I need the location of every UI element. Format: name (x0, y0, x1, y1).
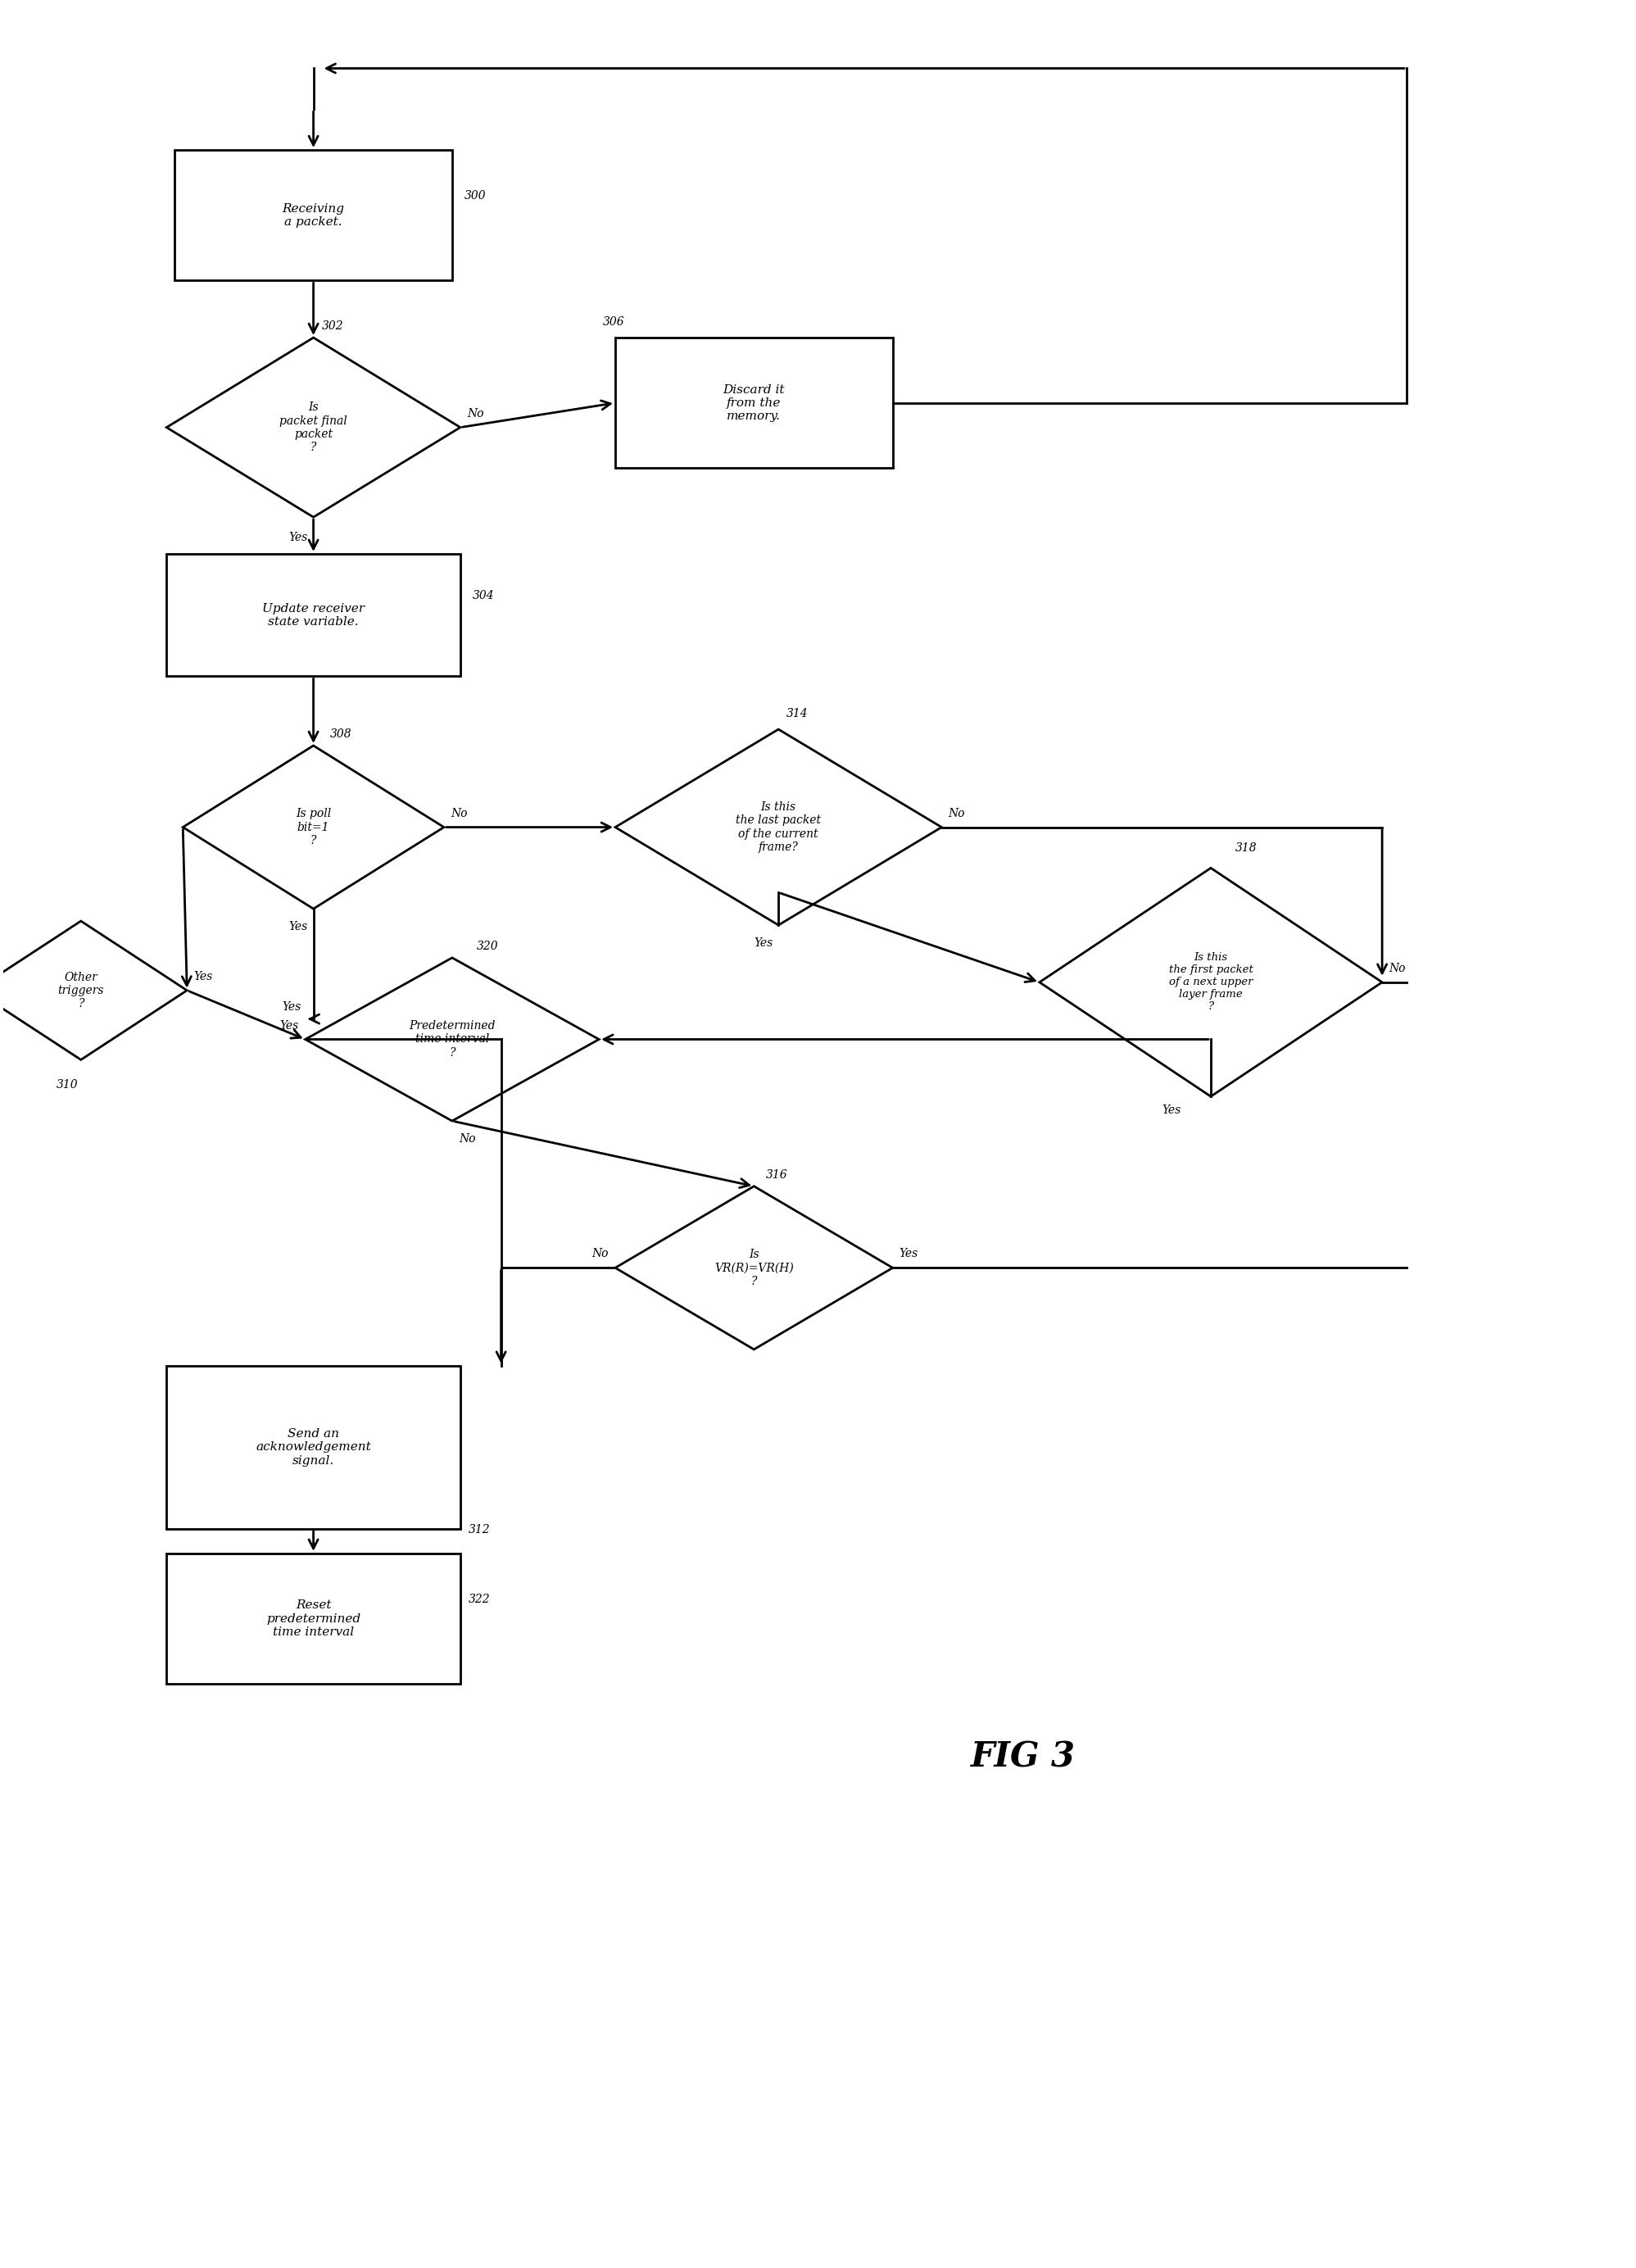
Text: Receiving
a packet.: Receiving a packet. (283, 202, 345, 227)
Text: Send an
acknowledgement
signal.: Send an acknowledgement signal. (255, 1429, 371, 1467)
Text: No: No (450, 807, 468, 819)
Text: Is
VR(R)=VR(H)
?: Is VR(R)=VR(H) ? (715, 1250, 793, 1286)
Polygon shape (615, 1186, 893, 1349)
Text: Update receiver
state variable.: Update receiver state variable. (262, 603, 365, 628)
Text: 312: 312 (468, 1524, 491, 1535)
Text: Discard it
from the
memory.: Discard it from the memory. (723, 383, 785, 422)
Text: 318: 318 (1235, 844, 1256, 855)
Text: Yes: Yes (193, 971, 213, 982)
Text: Yes: Yes (900, 1247, 918, 1259)
Text: 322: 322 (468, 1594, 491, 1606)
Text: No: No (949, 807, 965, 819)
Text: Is this
the last packet
of the current
frame?: Is this the last packet of the current f… (736, 801, 821, 853)
Text: Yes: Yes (1162, 1105, 1181, 1116)
Text: Yes: Yes (281, 1000, 301, 1012)
Polygon shape (0, 921, 187, 1059)
Polygon shape (183, 746, 443, 909)
Text: Yes: Yes (290, 921, 308, 932)
Text: No: No (592, 1247, 609, 1259)
Text: 304: 304 (473, 590, 494, 601)
Text: No: No (458, 1134, 476, 1145)
Text: No: No (466, 408, 484, 420)
Text: Is this
the first packet
of a next upper
layer frame
?: Is this the first packet of a next upper… (1168, 953, 1253, 1012)
Text: 314: 314 (787, 708, 808, 719)
Bar (615, 338, 893, 467)
Text: Yes: Yes (280, 1021, 299, 1032)
Polygon shape (1039, 869, 1382, 1095)
Text: Is poll
bit=1
?: Is poll bit=1 ? (296, 807, 330, 846)
Bar (167, 1365, 460, 1529)
Text: Yes: Yes (754, 937, 772, 948)
Text: FIG 3: FIG 3 (970, 1740, 1075, 1774)
Text: Reset
predetermined
time interval: Reset predetermined time interval (267, 1599, 360, 1637)
Polygon shape (167, 338, 460, 517)
Text: 316: 316 (766, 1168, 789, 1182)
Text: Yes: Yes (290, 531, 308, 544)
Text: 320: 320 (476, 941, 499, 953)
Bar (167, 553, 460, 676)
Text: 308: 308 (330, 728, 352, 739)
Text: No: No (1389, 962, 1405, 973)
Text: 302: 302 (322, 320, 344, 331)
Bar (175, 150, 452, 281)
Text: Other
triggers
?: Other triggers ? (57, 971, 105, 1009)
Text: Is
packet final
packet
?: Is packet final packet ? (280, 401, 347, 454)
Text: 306: 306 (604, 315, 625, 329)
Text: Predetermined
time interval
?: Predetermined time interval ? (409, 1021, 496, 1059)
Text: 310: 310 (56, 1080, 79, 1091)
Polygon shape (615, 730, 942, 925)
Text: 300: 300 (465, 191, 486, 202)
Bar (167, 1554, 460, 1683)
Polygon shape (306, 957, 599, 1120)
